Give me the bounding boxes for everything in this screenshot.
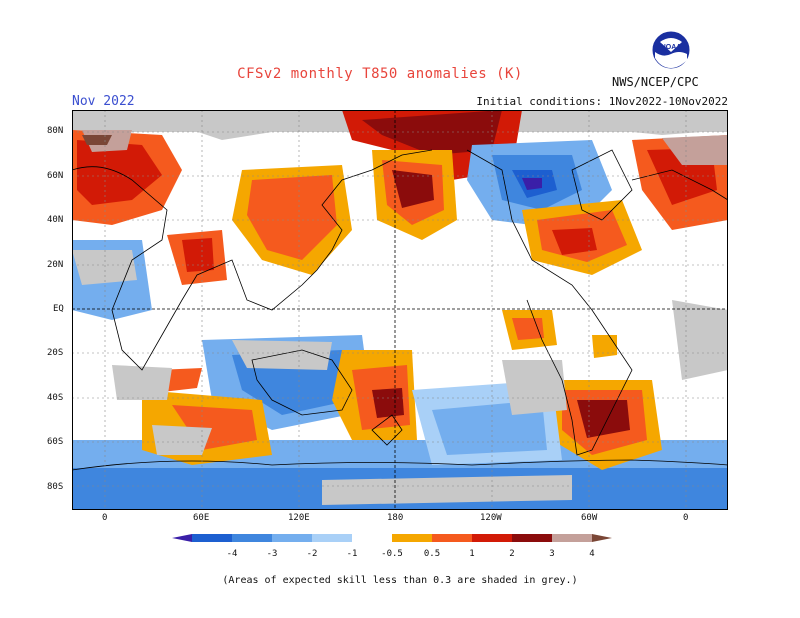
lon-label-120w: 120W <box>480 513 502 523</box>
legend-swatch <box>472 534 512 542</box>
lat-label-60n: 60N <box>47 171 64 181</box>
forecast-month: Nov 2022 <box>72 94 135 109</box>
lon-label-0-east: 0 <box>683 513 689 523</box>
legend-tick-label: 4 <box>589 549 594 559</box>
legend-swatch <box>312 534 352 542</box>
graticule <box>72 110 728 510</box>
lon-label-60e: 60E <box>193 513 210 523</box>
legend-tick-label: 3 <box>549 549 554 559</box>
legend-swatch <box>232 534 272 542</box>
legend-colorbar: -4 -3 -2 -1 -0.5 0.5 1 2 3 4 <box>172 534 612 559</box>
lat-label-20n: 20N <box>47 260 64 270</box>
legend-swatch <box>432 534 472 542</box>
legend-swatch <box>192 534 232 542</box>
lon-label-0: 0 <box>102 513 108 523</box>
map-title: CFSv2 monthly T850 anomalies (K) <box>237 66 523 82</box>
noaa-logo-text: NOAA <box>661 44 682 51</box>
anomaly-fields <box>72 110 728 510</box>
legend-tick-label: -3 <box>267 549 278 559</box>
footnote: (Areas of expected skill less than 0.3 a… <box>222 575 578 586</box>
lat-label-eq: EQ <box>53 304 64 314</box>
legend-swatch <box>392 534 432 542</box>
legend-tick-label: -4 <box>227 549 238 559</box>
legend-swatch <box>512 534 552 542</box>
lat-label-40n: 40N <box>47 215 64 225</box>
lat-label-40s: 40S <box>47 393 64 403</box>
lon-label-180: 180 <box>387 513 404 523</box>
legend-swatch <box>352 534 392 542</box>
lat-label-60s: 60S <box>47 437 64 447</box>
lon-label-60w: 60W <box>581 513 598 523</box>
legend-arrow-high <box>592 534 612 542</box>
noaa-logo: NOAA <box>651 30 691 70</box>
agency-label: NWS/NCEP/CPC <box>612 75 699 89</box>
legend-tick-label: -0.5 <box>381 549 403 559</box>
map-frame <box>72 110 728 510</box>
legend-tick-label: -2 <box>307 549 318 559</box>
lat-label-80s: 80S <box>47 482 64 492</box>
lon-label-120e: 120E <box>288 513 310 523</box>
legend-tick-label: 2 <box>509 549 514 559</box>
anomaly-map <box>72 110 728 510</box>
initial-conditions: Initial conditions: 1Nov2022-10Nov2022 <box>476 95 728 108</box>
coastlines <box>72 149 728 471</box>
legend-tick-label: -1 <box>347 549 358 559</box>
legend-swatch <box>272 534 312 542</box>
legend-tick-label: 0.5 <box>424 549 440 559</box>
legend-tick-label: 1 <box>469 549 474 559</box>
legend-arrow-low <box>172 534 192 542</box>
lat-label-80n: 80N <box>47 126 64 136</box>
lat-label-20s: 20S <box>47 348 64 358</box>
legend-swatch <box>552 534 592 542</box>
